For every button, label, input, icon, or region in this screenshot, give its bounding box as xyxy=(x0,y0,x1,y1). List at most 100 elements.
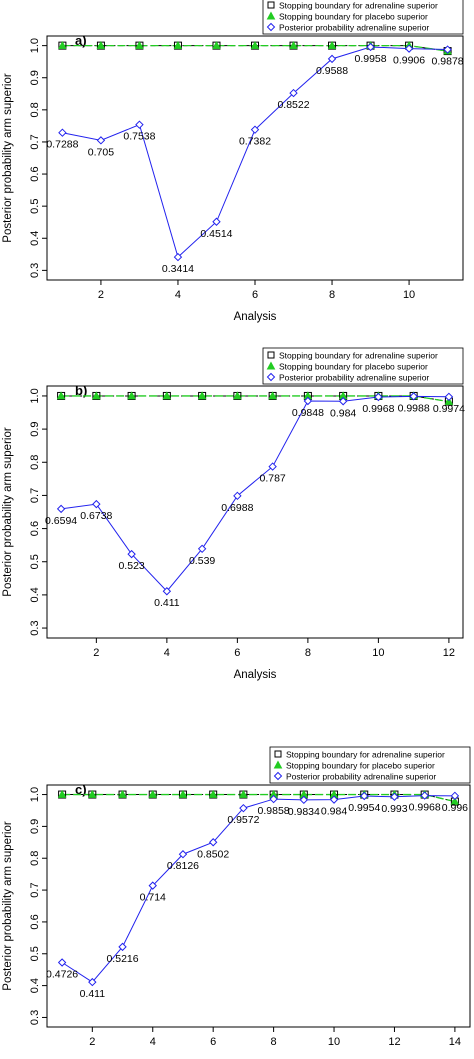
y-tick-label: 0.3 xyxy=(29,263,41,278)
legend-label: Stopping boundary for adrenaline superio… xyxy=(279,351,438,361)
x-tick-label: 8 xyxy=(329,289,335,301)
boundary-adrenaline-line xyxy=(62,794,456,803)
data-label: 0.8126 xyxy=(167,860,199,872)
boundary-placebo-point xyxy=(56,391,66,400)
legend-diamond-icon xyxy=(273,771,283,781)
data-label: 0.7538 xyxy=(123,131,155,143)
boundary-placebo-point xyxy=(88,789,97,798)
boundary-placebo-point xyxy=(118,789,127,798)
y-tick-label: 0.5 xyxy=(29,554,41,569)
data-label: 0.9958 xyxy=(354,53,386,65)
posterior-point xyxy=(327,54,337,64)
legend-triangle-icon xyxy=(266,11,276,20)
boundary-placebo-point xyxy=(148,789,158,798)
posterior-point xyxy=(58,128,67,137)
boundary-placebo-point xyxy=(127,391,136,400)
posterior-point xyxy=(268,462,277,471)
data-label: 0.7382 xyxy=(239,136,271,148)
legend-label: Stopping boundary for adrenaline superio… xyxy=(279,1,438,11)
posterior-point xyxy=(450,791,460,801)
x-axis-label: Analysis xyxy=(234,311,277,323)
y-tick-label: 0.6 xyxy=(29,166,41,181)
posterior-point xyxy=(390,792,399,801)
legend-diamond-icon xyxy=(266,372,276,382)
data-label: 0.9588 xyxy=(316,65,348,77)
y-tick-label: 0.7 xyxy=(29,488,41,503)
plot-frame xyxy=(46,385,464,639)
boundary-placebo-point xyxy=(327,41,337,49)
posterior-point xyxy=(212,217,221,226)
data-label: 0.5216 xyxy=(106,953,138,965)
boundary-placebo-point xyxy=(178,789,188,798)
boundary-placebo-point xyxy=(135,41,144,49)
x-tick-label: 10 xyxy=(403,289,415,301)
posterior-point xyxy=(233,491,242,501)
x-tick-label: 6 xyxy=(252,289,258,301)
data-label: 0.9968 xyxy=(409,802,441,814)
boundary-placebo-point xyxy=(444,396,454,405)
panel-label: c) xyxy=(75,782,87,797)
legend-label: Stopping boundary for placebo superior xyxy=(286,761,435,771)
y-tick-label: 0.9 xyxy=(29,421,41,436)
x-tick-label: 8 xyxy=(271,1036,277,1048)
y-axis-label: Posterior probability arm superior xyxy=(2,821,14,991)
posterior-point xyxy=(303,396,313,406)
legend-square-icon xyxy=(274,750,282,758)
x-tick-label: 2 xyxy=(98,289,104,301)
legend-box xyxy=(262,0,464,35)
y-tick-label: 0.7 xyxy=(29,882,41,897)
legend-label: Stopping boundary for adrenaline superio… xyxy=(286,750,445,760)
posterior-point xyxy=(208,838,218,847)
posterior-point xyxy=(96,136,106,145)
posterior-point xyxy=(420,791,429,800)
x-tick-label: 10 xyxy=(328,1036,340,1048)
posterior-point xyxy=(148,881,157,890)
boundary-placebo-point xyxy=(162,391,172,400)
legend-box xyxy=(262,347,464,385)
data-label: 0.787 xyxy=(259,473,285,485)
data-label: 0.9968 xyxy=(362,403,394,415)
data-label: 0.9834 xyxy=(288,806,320,818)
data-label: 0.714 xyxy=(140,892,166,904)
boundary-placebo-point xyxy=(173,41,183,49)
posterior-point xyxy=(239,803,248,813)
legend-label: Posterior probability adrenaline superio… xyxy=(279,373,429,383)
x-tick-label: 8 xyxy=(305,647,311,659)
boundary-placebo-point xyxy=(239,789,248,798)
x-tick-label: 6 xyxy=(210,1036,216,1048)
x-tick-label: 4 xyxy=(164,647,170,659)
posterior-line xyxy=(61,795,455,983)
x-tick-label: 6 xyxy=(234,647,240,659)
data-label: 0.411 xyxy=(80,988,106,1000)
posterior-point xyxy=(409,392,418,401)
data-label: 0.9974 xyxy=(433,403,465,415)
posterior-point xyxy=(135,120,144,129)
x-tick-label: 2 xyxy=(89,1036,95,1048)
y-tick-label: 0.8 xyxy=(29,455,41,470)
x-tick-label: 12 xyxy=(443,647,455,659)
posterior-point xyxy=(404,44,414,53)
y-tick-label: 0.9 xyxy=(29,819,41,834)
posterior-point xyxy=(250,125,260,134)
y-tick-label: 0.5 xyxy=(29,946,41,961)
data-label: 0.6738 xyxy=(80,510,112,522)
y-tick-label: 0.4 xyxy=(29,587,41,602)
chart-panel-2: 0.3 0.4 0.5 0.6 0.7 0.8 0.9 1.0 2 4 6 8 10 12 Analysis… xyxy=(2,347,465,681)
data-label: 0.993 xyxy=(381,803,407,815)
posterior-point xyxy=(269,794,278,804)
data-label: 0.984 xyxy=(321,806,347,818)
data-label: 0.3414 xyxy=(162,263,194,275)
posterior-point xyxy=(443,45,452,54)
x-tick-label: 14 xyxy=(449,1036,461,1048)
y-tick-label: 1.0 xyxy=(29,388,41,403)
y-tick-label: 1.0 xyxy=(29,787,41,802)
posterior-line xyxy=(61,395,449,592)
boundary-placebo-line xyxy=(61,395,450,403)
legend-diamond-icon xyxy=(266,22,276,32)
boundary-placebo-point xyxy=(289,41,298,49)
x-tick-label: 4 xyxy=(150,1036,156,1048)
legend-label: Posterior probability adrenaline superio… xyxy=(286,772,436,782)
data-label: 0.4514 xyxy=(200,228,232,240)
x-tick-label: 4 xyxy=(175,289,181,301)
data-label: 0.9906 xyxy=(393,55,425,67)
